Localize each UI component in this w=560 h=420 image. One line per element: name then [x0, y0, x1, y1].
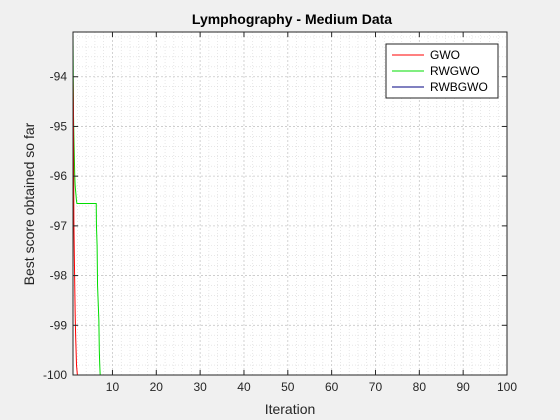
- x-tick-label: 50: [281, 380, 295, 394]
- y-tick-label: -95: [50, 119, 68, 133]
- plot-frame: [72, 31, 508, 376]
- legend-label-rwgwo: RWGWO: [430, 64, 480, 78]
- legend-label-rwbgwo: RWBGWO: [430, 80, 488, 94]
- y-tick-label: -94: [50, 70, 68, 84]
- x-tick-label: 100: [497, 380, 517, 394]
- x-tick-label: 40: [237, 380, 251, 394]
- x-tick-label: 20: [150, 380, 164, 394]
- y-tick-label: -96: [50, 169, 68, 183]
- y-tick-label: -99: [50, 318, 68, 332]
- y-tick-label: -98: [50, 269, 68, 283]
- y-axis-label: Best score obtained so far: [21, 122, 37, 285]
- y-tick-label: -97: [50, 219, 68, 233]
- x-tick-label: 80: [413, 380, 427, 394]
- chart-title: Lymphography - Medium Data: [192, 11, 392, 27]
- axis-ticks: 10 20 30 40 50 60 70 80 90 100 -100 -99 -98 -97 -96 -95…: [43, 32, 517, 394]
- legend-label-gwo: GWO: [430, 48, 460, 62]
- x-tick-label: 30: [193, 380, 207, 394]
- x-tick-label: 70: [369, 380, 383, 394]
- legend: GWO RWGWO RWBGWO: [385, 43, 499, 99]
- x-tick-label: 60: [325, 380, 339, 394]
- y-tick-label: -100: [43, 368, 67, 382]
- x-tick-label: 10: [106, 380, 120, 394]
- x-tick-label: 90: [456, 380, 470, 394]
- grid-lines: [73, 32, 507, 375]
- x-axis-label: Iteration: [265, 401, 316, 417]
- series-line-gwo: [72, 76, 507, 376]
